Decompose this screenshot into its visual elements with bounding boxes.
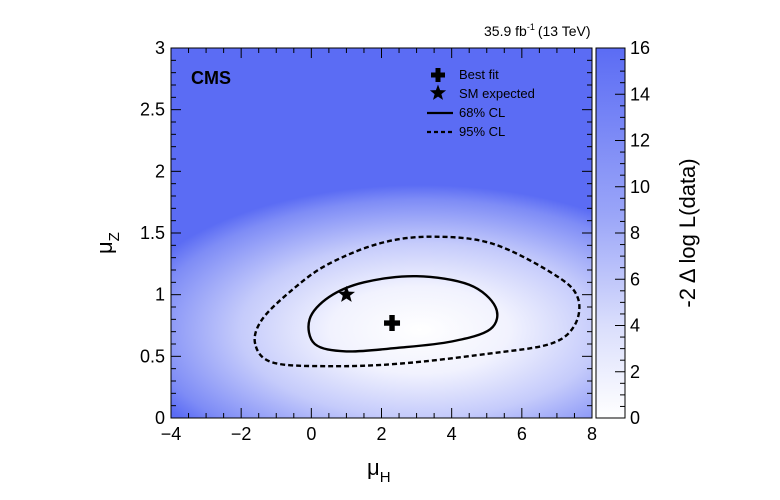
x-tick-label: 4	[447, 424, 457, 444]
legend-best-fit-label: Best fit	[459, 67, 499, 82]
color-bar	[595, 47, 626, 419]
y-tick-label: 2.5	[140, 100, 165, 120]
x-tick-label: −2	[231, 424, 252, 444]
fit-markers	[337, 285, 401, 332]
x-tick-label: 0	[306, 424, 316, 444]
plus-marker-icon	[431, 68, 445, 82]
y-axis: 0 0.5 1 1.5 2 2.5 3	[140, 38, 592, 428]
legend-best-fit: Best fit	[431, 67, 499, 82]
contour-95cl	[253, 235, 581, 368]
legend-95cl: 95% CL	[427, 124, 505, 139]
color-bar-title: -2 Δ log L(data)	[675, 158, 700, 307]
cl-contours	[253, 235, 581, 368]
experiment-label: CMS	[191, 68, 231, 88]
legend-68cl: 68% CL	[427, 105, 505, 120]
z-tick-label: 4	[630, 316, 640, 336]
color-bar-axis: 0 2 4 6 8 10 12 14 16	[615, 38, 650, 428]
lumi-label: 35.9 fb-1 (13 TeV)	[484, 22, 591, 39]
y-tick-label: 3	[155, 38, 165, 58]
x-axis-title: μH	[367, 455, 391, 486]
x-tick-label: −4	[161, 424, 182, 444]
z-tick-label: 14	[630, 84, 650, 104]
x-axis: −4 −2 0 2 4 6 8	[161, 48, 597, 444]
z-tick-label: 8	[630, 223, 640, 243]
contour-68cl	[307, 274, 499, 353]
legend-sm-expected: SM expected	[429, 84, 535, 101]
y-axis-title: μZ	[92, 232, 123, 254]
x-tick-label: 2	[376, 424, 386, 444]
z-tick-label: 6	[630, 269, 640, 289]
legend-sm-expected-label: SM expected	[459, 86, 535, 101]
y-tick-label: 1.5	[140, 223, 165, 243]
y-tick-label: 0	[155, 408, 165, 428]
y-tick-label: 2	[155, 161, 165, 181]
z-tick-label: 10	[630, 177, 650, 197]
z-tick-label: 12	[630, 131, 650, 151]
x-tick-label: 6	[517, 424, 527, 444]
z-tick-label: 0	[630, 408, 640, 428]
sm-expected-marker	[337, 285, 355, 302]
x-tick-label: 8	[587, 424, 597, 444]
legend: Best fit SM expected 68% CL 95% CL	[427, 67, 535, 139]
best-fit-marker	[384, 315, 401, 332]
y-tick-label: 1	[155, 285, 165, 305]
z-tick-label: 16	[630, 38, 650, 58]
z-tick-label: 2	[630, 362, 640, 382]
legend-95cl-label: 95% CL	[459, 124, 505, 139]
y-tick-label: 0.5	[140, 346, 165, 366]
legend-68cl-label: 68% CL	[459, 105, 505, 120]
star-marker-icon	[429, 84, 447, 100]
